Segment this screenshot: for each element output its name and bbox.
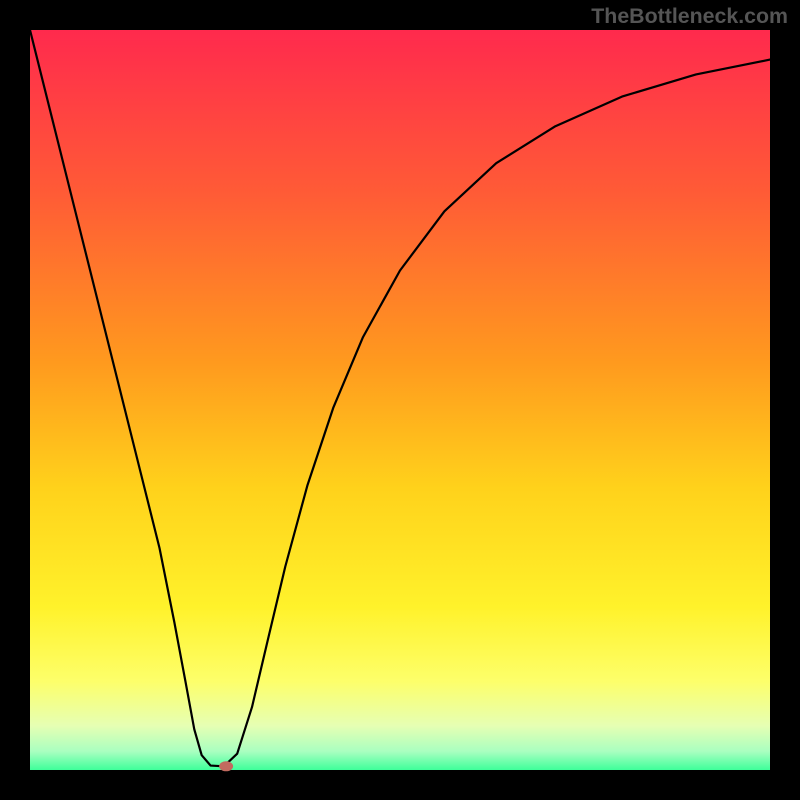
watermark-text: TheBottleneck.com — [591, 4, 788, 29]
chart-svg — [0, 0, 800, 800]
minimum-marker — [219, 761, 233, 771]
gradient-background — [30, 30, 770, 770]
chart-stage: TheBottleneck.com — [0, 0, 800, 800]
